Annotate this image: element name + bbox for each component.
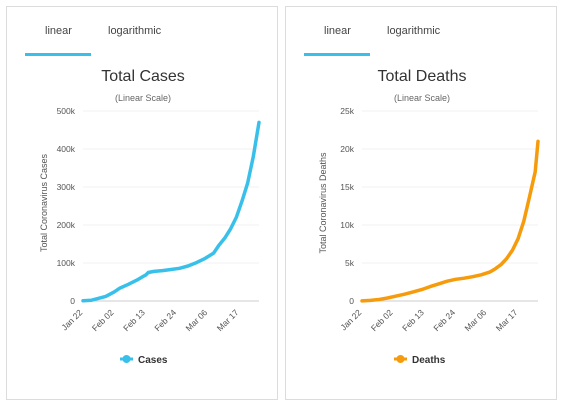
y-axis-label: Total Coronavirus Cases xyxy=(39,153,49,252)
legend-marker-deaths xyxy=(396,355,405,363)
x-tick-label: Mar 17 xyxy=(215,307,241,333)
series-layer xyxy=(81,120,261,303)
x-axis-ticks: Jan 22 Feb 02 Feb 13 Feb 24 Mar 06 Mar 17 xyxy=(59,307,240,333)
active-tab-indicator xyxy=(304,53,370,56)
x-axis-ticks: Jan 22 Feb 02 Feb 13 Feb 24 Mar 06 Mar 17 xyxy=(338,307,519,333)
x-tick-label: Feb 13 xyxy=(400,307,426,333)
legend[interactable]: Cases xyxy=(120,355,168,366)
x-tick-label: Mar 17 xyxy=(494,307,520,333)
y-tick-label: 15k xyxy=(340,182,354,192)
legend[interactable]: Deaths xyxy=(394,355,446,366)
tab-linear[interactable]: linear xyxy=(45,25,72,37)
chart-subtitle: (Linear Scale) xyxy=(394,93,450,103)
x-tick-label: Feb 24 xyxy=(431,307,457,333)
tab-logarithmic[interactable]: logarithmic xyxy=(387,25,441,37)
y-tick-label: 500k xyxy=(57,106,76,116)
chart-title: Total Deaths xyxy=(378,68,467,85)
x-tick-label: Feb 13 xyxy=(121,307,147,333)
x-tick-label: Feb 02 xyxy=(90,307,116,333)
cases-chart: Total Cases (Linear Scale) Total Coronav… xyxy=(39,68,261,366)
y-tick-label: 200k xyxy=(57,220,76,230)
y-tick-label: 0 xyxy=(349,296,354,306)
chart-card-deaths: linear logarithmic Total Deaths (Linear … xyxy=(285,6,557,400)
tab-linear[interactable]: linear xyxy=(324,25,351,37)
chart-title: Total Cases xyxy=(101,68,185,85)
y-tick-label: 100k xyxy=(57,258,76,268)
y-tick-label: 25k xyxy=(340,106,354,116)
y-tick-label: 400k xyxy=(57,144,76,154)
x-tick-label: Jan 22 xyxy=(338,307,363,332)
active-tab-indicator xyxy=(25,53,91,56)
y-axis-ticks: 0 100k 200k 300k 400k 500k xyxy=(57,106,259,306)
legend-label-cases: Cases xyxy=(138,355,168,366)
y-tick-label: 5k xyxy=(345,258,355,268)
legend-label-deaths: Deaths xyxy=(412,355,446,366)
x-tick-label: Jan 22 xyxy=(59,307,84,332)
tab-logarithmic[interactable]: logarithmic xyxy=(108,25,162,37)
y-tick-label: 10k xyxy=(340,220,354,230)
y-tick-label: 300k xyxy=(57,182,76,192)
x-tick-label: Feb 02 xyxy=(369,307,395,333)
scale-tabs: linear logarithmic xyxy=(286,7,556,57)
y-axis-ticks: 0 5k 10k 15k 20k 25k xyxy=(340,106,538,306)
series-line-cases[interactable] xyxy=(81,120,261,303)
chart-subtitle: (Linear Scale) xyxy=(115,93,171,103)
scale-tabs: linear logarithmic xyxy=(7,7,277,57)
y-axis-label: Total Coronavirus Deaths xyxy=(318,152,328,254)
series-line-deaths[interactable] xyxy=(360,139,540,303)
y-tick-label: 0 xyxy=(70,296,75,306)
x-tick-label: Mar 06 xyxy=(463,307,489,333)
legend-marker-cases xyxy=(122,355,131,363)
deaths-chart: Total Deaths (Linear Scale) Total Corona… xyxy=(318,68,540,366)
series-layer xyxy=(360,139,540,303)
x-tick-label: Mar 06 xyxy=(184,307,210,333)
chart-card-cases: linear logarithmic Total Cases (Linear S… xyxy=(6,6,278,400)
x-tick-label: Feb 24 xyxy=(152,307,178,333)
y-tick-label: 20k xyxy=(340,144,354,154)
